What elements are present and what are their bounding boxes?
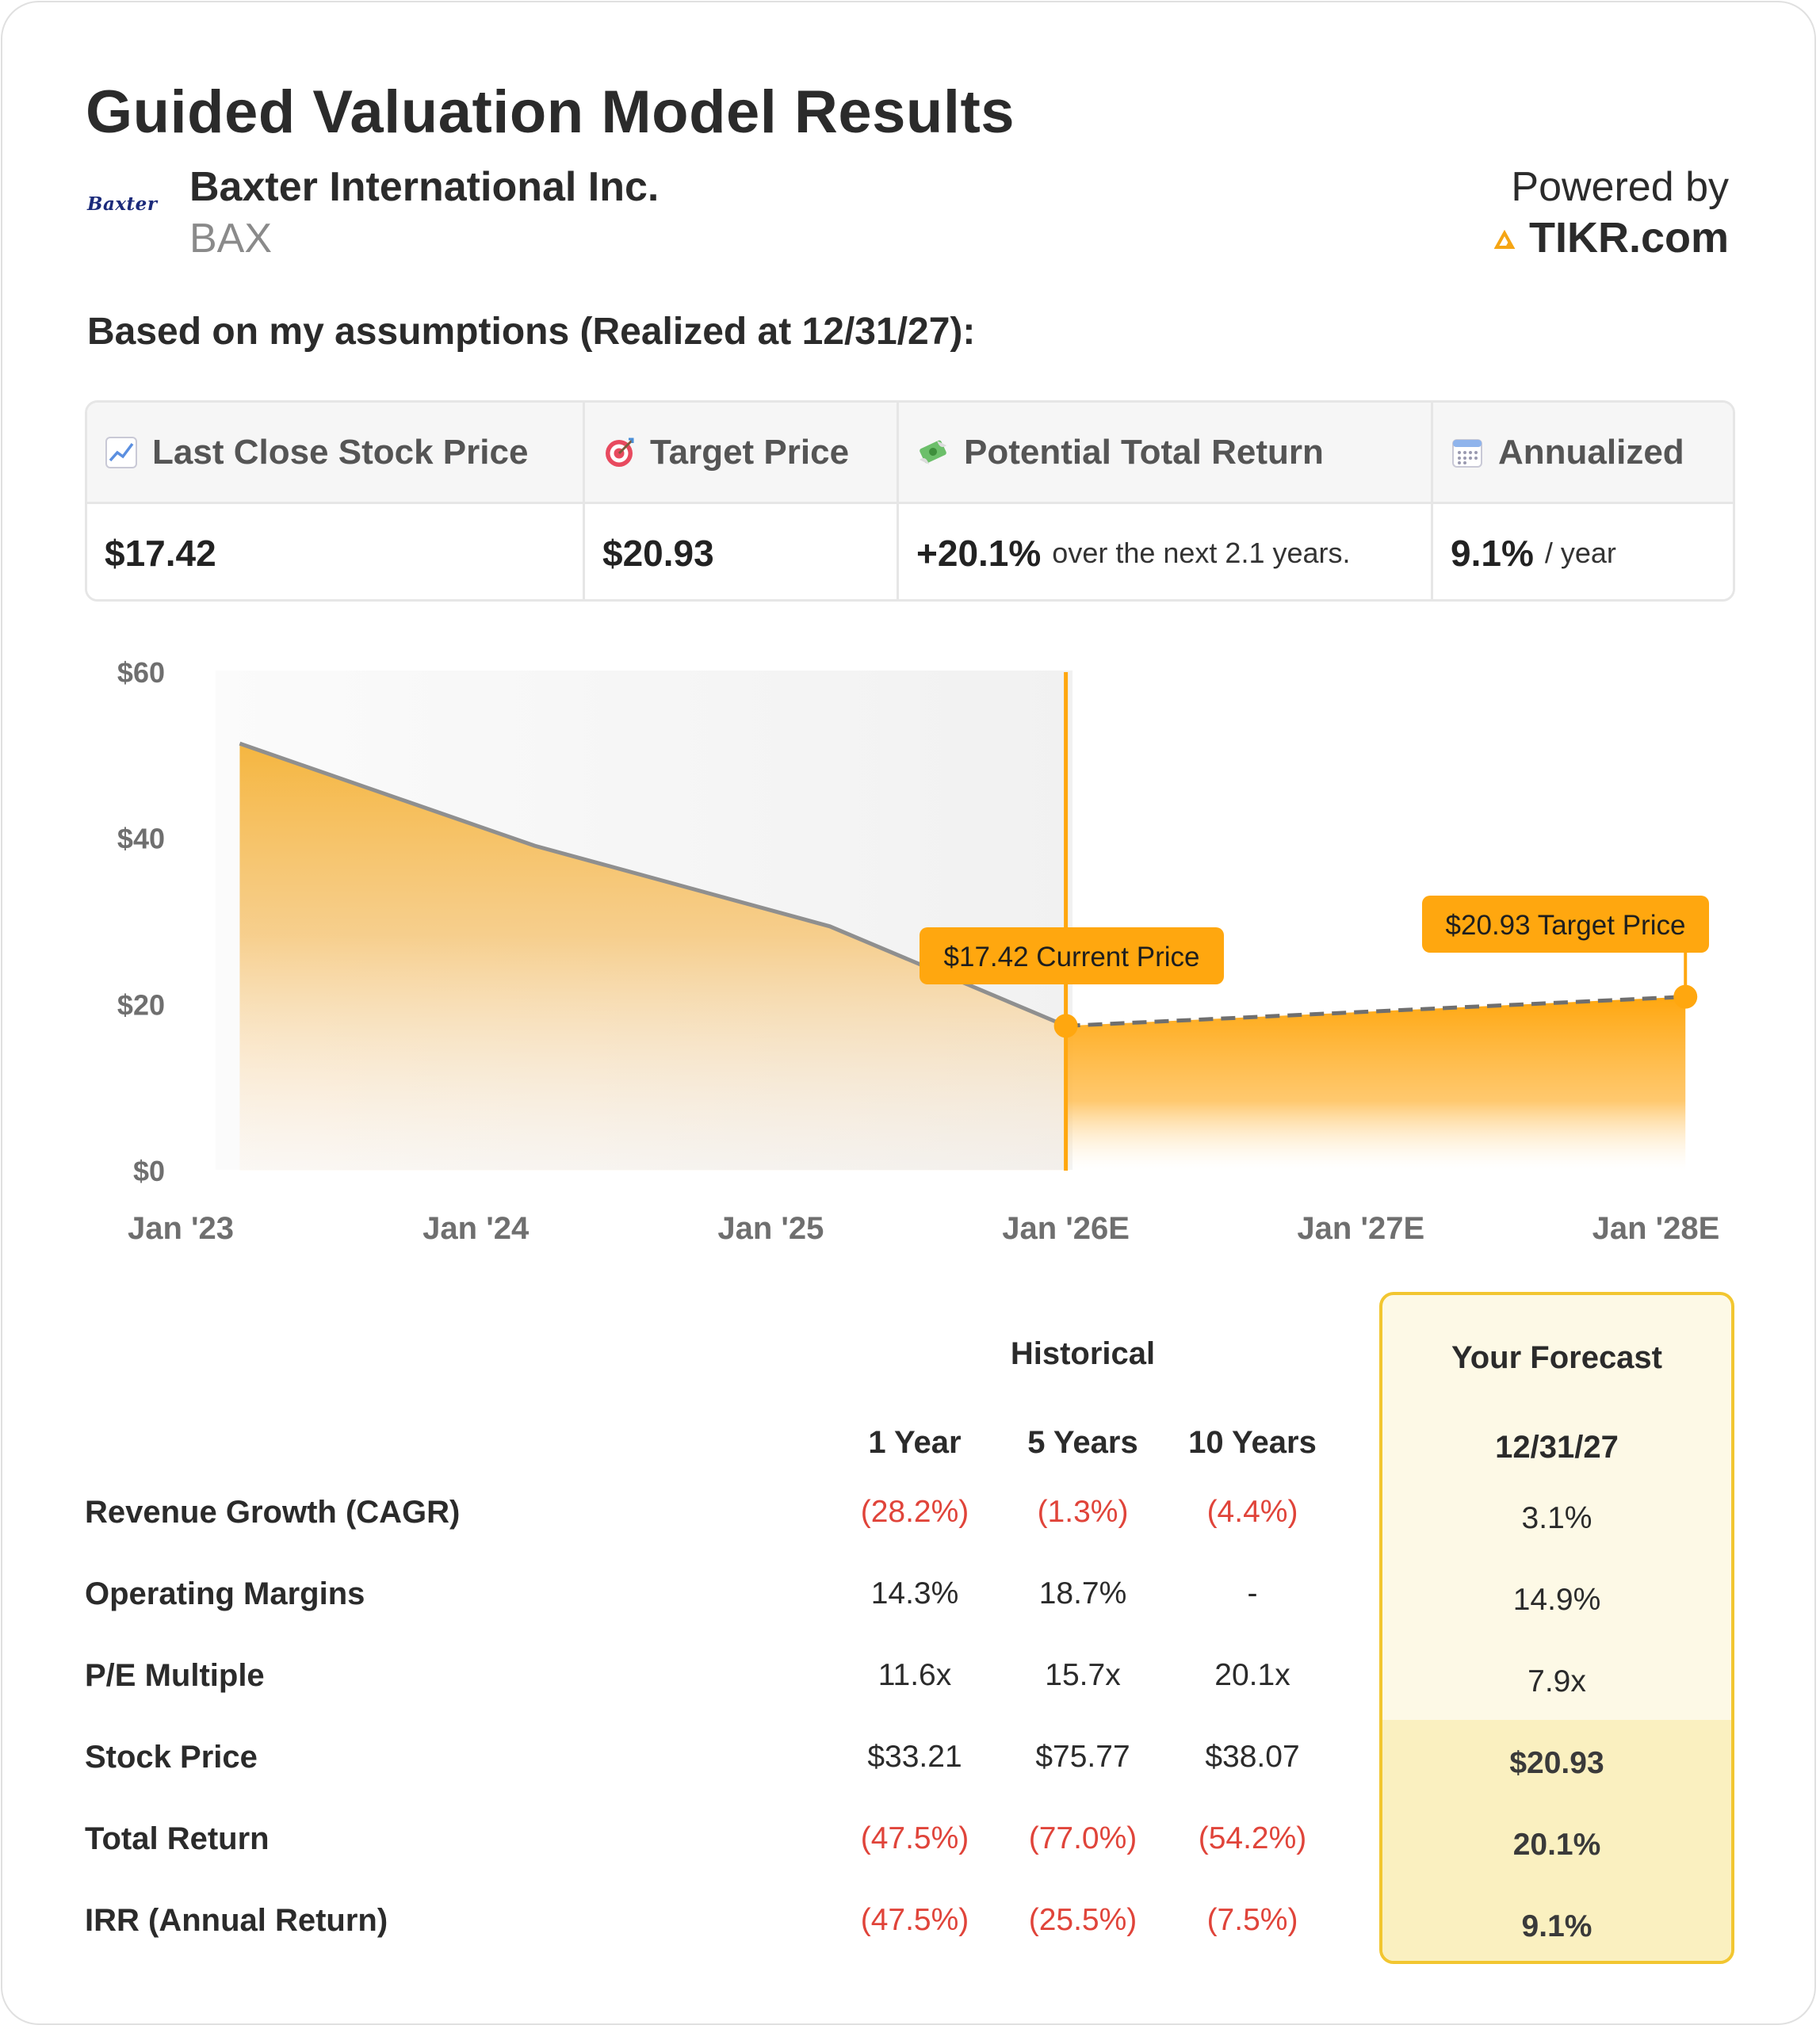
y-tick-label: $40: [117, 823, 165, 855]
table-cell: (7.5%): [1206, 1903, 1298, 1937]
summary-header-target: Target Price: [585, 403, 899, 502]
row-label-stock-price: Stock Price: [85, 1740, 258, 1775]
annualized-value: 9.1%: [1451, 532, 1534, 574]
money-with-wings-icon: [920, 440, 946, 464]
x-tick-label: Jan '25: [717, 1211, 824, 1246]
brand-link[interactable]: TIKR.com: [1493, 213, 1729, 262]
table-cell: (28.2%): [860, 1495, 969, 1529]
table-cell: $33.21: [867, 1740, 962, 1774]
brand-name: TIKR.com: [1528, 214, 1729, 262]
summary-value-row: $17.42 $20.93 +20.1% over the next 2.1 y…: [87, 504, 1733, 599]
forecast-total-return: 20.1%: [1512, 1828, 1601, 1862]
table-cell: (47.5%): [860, 1821, 969, 1855]
current-price-label: $17.42 Current Price: [944, 942, 1200, 972]
table-cell: 20.1x: [1214, 1658, 1290, 1692]
table-cell: 11.6x: [878, 1658, 952, 1692]
target-icon: [606, 438, 634, 467]
target-price-cell: $20.93: [585, 504, 899, 599]
table-cell: $38.07: [1205, 1740, 1300, 1774]
historical-area: [239, 743, 1066, 1171]
table-cell: -: [1247, 1576, 1258, 1611]
x-tick-label: Jan '27E: [1297, 1211, 1424, 1246]
total-return-note: over the next 2.1 years.: [1052, 536, 1351, 569]
row-label-total-return: Total Return: [85, 1821, 270, 1856]
forecast-result-shade: [1382, 1720, 1731, 1961]
row-label-pe-multiple: P/E Multiple: [85, 1658, 265, 1693]
table-cell: (47.5%): [860, 1903, 969, 1937]
table-cell: (54.2%): [1198, 1821, 1307, 1855]
forecast-column: Your Forecast 12/31/27 3.1% 14.9% 7.9x $…: [1379, 1292, 1734, 1964]
table-cell: $75.77: [1035, 1740, 1130, 1774]
summary-table: Last Close Stock Price Target Price Pote…: [85, 400, 1735, 602]
table-cell: (1.3%): [1037, 1495, 1129, 1529]
x-tick-label: Jan '28E: [1592, 1211, 1720, 1246]
last-close-value: $17.42: [105, 532, 216, 574]
column-5-years: 5 Years: [1027, 1425, 1138, 1460]
last-close-cell: $17.42: [87, 504, 585, 599]
total-return-cell: +20.1% over the next 2.1 years.: [899, 504, 1433, 599]
historical-header: Historical: [1010, 1336, 1156, 1371]
current-price-callout: $17.42 Current Price: [920, 927, 1224, 984]
x-tick-label: Jan '23: [128, 1211, 234, 1246]
target-price-callout: $20.93 Target Price: [1422, 896, 1709, 953]
calendar-icon: [1452, 438, 1482, 468]
company-name: Baxter International Inc.: [189, 164, 660, 210]
page-title: Guided Valuation Model Results: [86, 78, 1015, 146]
table-cell: (77.0%): [1028, 1821, 1138, 1855]
forecast-date: 12/31/27: [1495, 1430, 1619, 1465]
table-cell: 14.3%: [870, 1576, 959, 1611]
table-cell: 18.7%: [1038, 1576, 1127, 1611]
forecast-pe-multiple: 7.9x: [1528, 1664, 1586, 1698]
column-10-years: 10 Years: [1188, 1425, 1317, 1460]
x-tick-label: Jan '26E: [1002, 1211, 1130, 1246]
assumptions-subtitle: Based on my assumptions (Realized at 12/…: [87, 311, 976, 353]
total-return-value: +20.1%: [916, 532, 1042, 574]
column-1-year: 1 Year: [868, 1425, 962, 1460]
tikr-logo-icon: [1493, 229, 1516, 249]
x-axis-ticks: Jan '23 Jan '24 Jan '25 Jan '26E Jan '27E Jan…: [128, 1211, 1719, 1246]
y-axis-ticks: $60 $40 $20 $0: [117, 656, 165, 1187]
chart-increasing-icon: [105, 436, 137, 468]
y-tick-label: $0: [133, 1155, 165, 1187]
annualized-cell: 9.1% / year: [1433, 504, 1733, 599]
target-price-label: $20.93 Target Price: [1446, 910, 1686, 941]
row-label-irr: IRR (Annual Return): [85, 1903, 388, 1938]
x-tick-label: Jan '24: [422, 1211, 530, 1246]
current-price-point[interactable]: [1053, 1014, 1078, 1038]
summary-header-row: Last Close Stock Price Target Price Pote…: [87, 403, 1733, 504]
target-price-point[interactable]: [1673, 984, 1698, 1009]
forecast-header: Your Forecast: [1451, 1340, 1662, 1375]
y-tick-label: $60: [117, 656, 165, 689]
company-logo: Baxter: [87, 193, 158, 215]
y-tick-label: $20: [117, 988, 165, 1021]
forecast-operating-margins: 14.9%: [1512, 1583, 1601, 1617]
forecast-area: [1065, 996, 1686, 1171]
summary-header-last-close: Last Close Stock Price: [87, 403, 585, 502]
forecast-stock-price: $20.93: [1509, 1746, 1604, 1780]
forecast-irr: 9.1%: [1521, 1909, 1592, 1943]
forecast-price-line: [1065, 995, 1686, 1028]
summary-header-total-return: Potential Total Return: [899, 403, 1433, 502]
table-cell: 15.7x: [1045, 1658, 1121, 1692]
row-label-revenue-growth: Revenue Growth (CAGR): [85, 1495, 461, 1530]
company-ticker: BAX: [189, 216, 273, 262]
powered-by-label: Powered by: [1511, 164, 1729, 210]
row-label-operating-margins: Operating Margins: [85, 1576, 365, 1611]
table-cell: (25.5%): [1028, 1903, 1138, 1937]
forecast-revenue-growth: 3.1%: [1521, 1501, 1592, 1535]
summary-header-annualized: Annualized: [1433, 403, 1733, 502]
price-chart: $60 $40 $20 $0 Jan '23 Jan '24 Jan '25 Jan '26…: [117, 656, 1719, 1246]
target-price-value: $20.93: [602, 532, 714, 574]
annualized-note: / year: [1544, 536, 1616, 569]
table-cell: (4.4%): [1206, 1495, 1298, 1529]
